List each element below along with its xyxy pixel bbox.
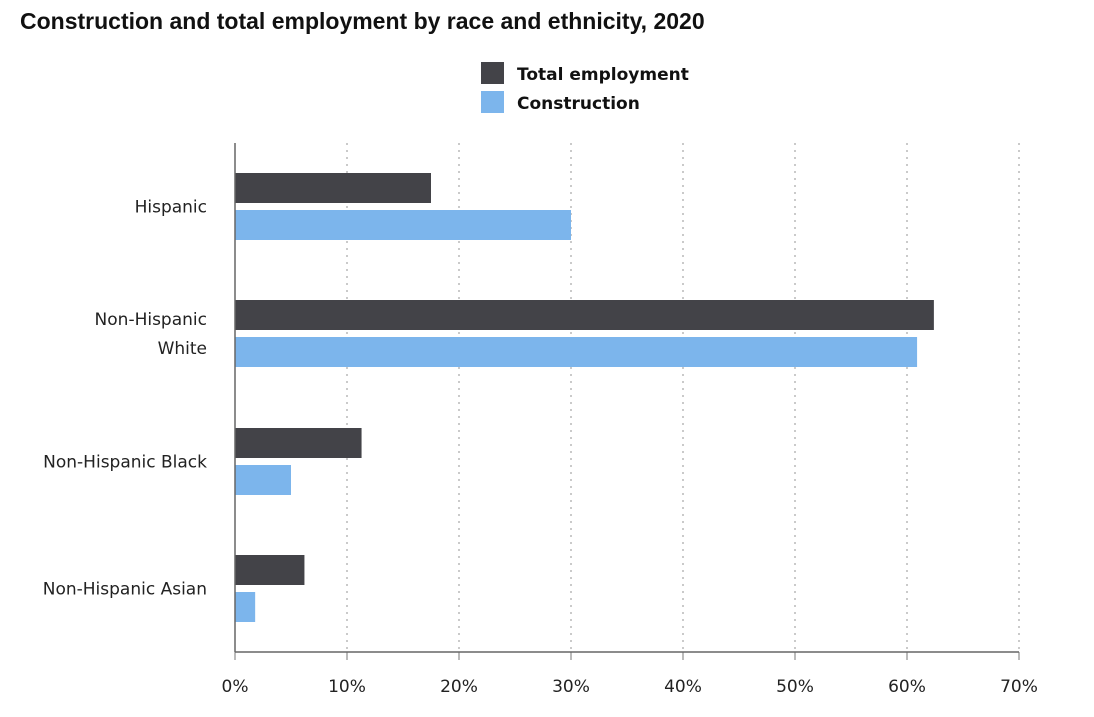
tick-label: 50%: [776, 677, 814, 697]
bar-total-employment: [235, 300, 934, 330]
bar-construction: [235, 592, 256, 622]
legend-swatch: [481, 91, 504, 113]
bar-construction: [235, 210, 571, 240]
category-label: Hispanic: [135, 198, 207, 218]
legend-label: Construction: [517, 94, 640, 114]
legend-label: Total employment: [517, 65, 689, 85]
category-label: White: [158, 339, 207, 359]
tick-label: 30%: [552, 677, 590, 697]
category-label: Non-Hispanic Black: [43, 453, 207, 473]
category-label: Non-Hispanic: [95, 310, 207, 330]
category-label: Non-Hispanic Asian: [43, 580, 207, 600]
bar-total-employment: [235, 173, 431, 203]
tick-label: 20%: [440, 677, 478, 697]
tick-label: 60%: [888, 677, 926, 697]
category-labels: Hispanic Non-Hispanic White Non-Hispanic Bl…: [43, 198, 207, 600]
legend-swatch: [481, 62, 504, 84]
x-axis-ticks: 0% 10% 20% 30% 40% 50% 60% 70%: [222, 652, 1038, 697]
bar-total-employment: [235, 555, 305, 585]
legend: Total employment Construction: [481, 62, 689, 114]
tick-label: 0%: [222, 677, 249, 697]
tick-label: 10%: [328, 677, 366, 697]
axes: [234, 143, 1019, 653]
bar-construction: [235, 465, 291, 495]
tick-label: 70%: [1000, 677, 1038, 697]
chart-title: Construction and total employment by rac…: [20, 8, 705, 34]
bars: [235, 173, 934, 622]
tick-label: 40%: [664, 677, 702, 697]
bar-construction: [235, 337, 918, 367]
bar-total-employment: [235, 428, 362, 458]
